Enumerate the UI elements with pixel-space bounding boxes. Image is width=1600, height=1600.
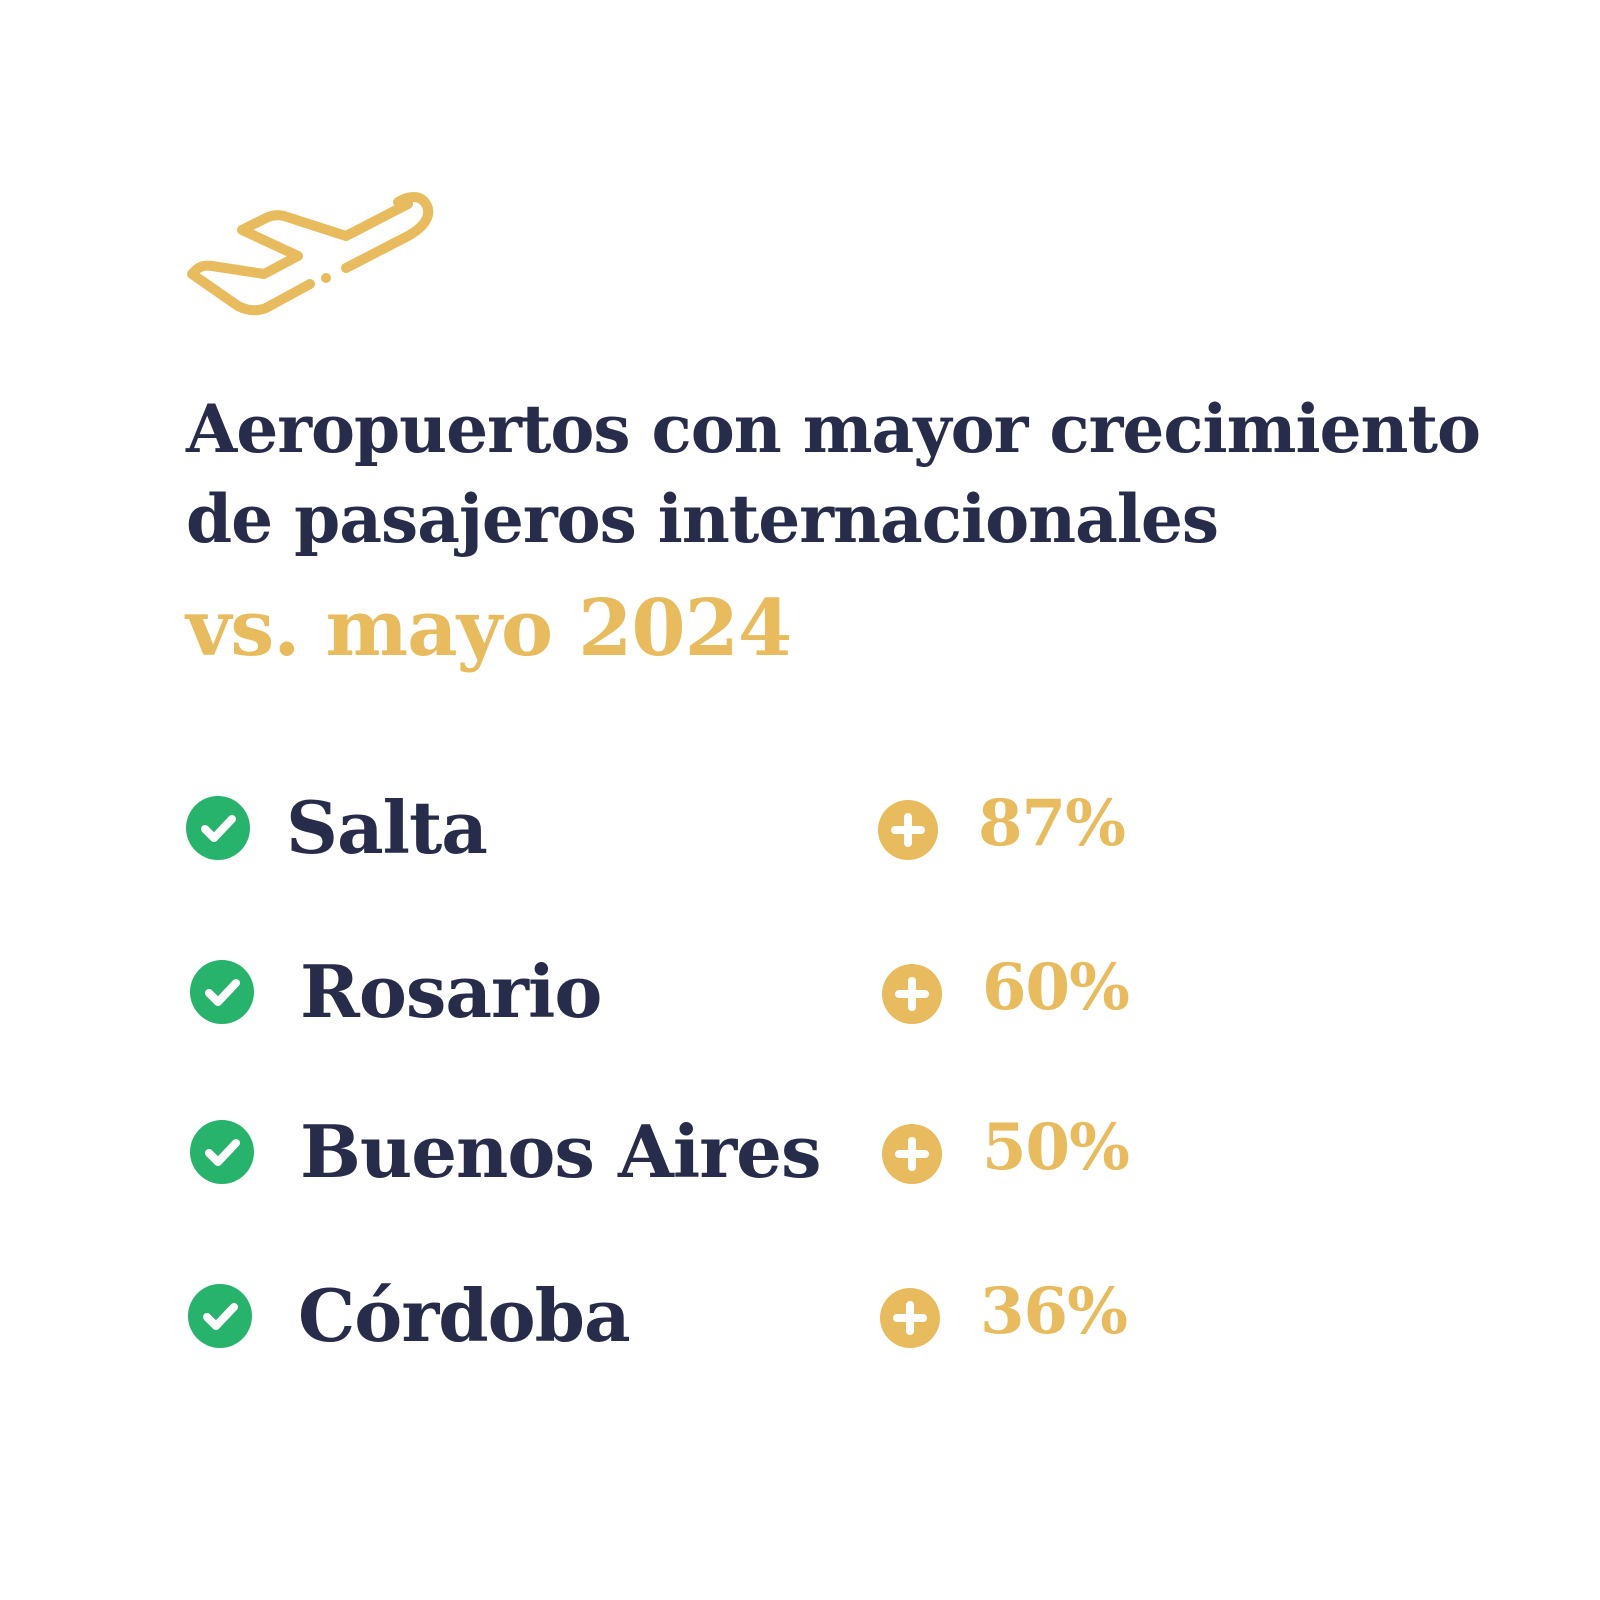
airport-name: Salta <box>286 785 488 870</box>
title-line-1: Aeropuertos con mayor crecimiento <box>186 390 1481 468</box>
growth-value: 50% <box>982 1110 1130 1185</box>
airport-name: Buenos Aires <box>300 1109 821 1194</box>
check-circle-icon <box>188 1284 252 1348</box>
list-item: Salta 87% <box>186 785 1186 870</box>
list-item: Buenos Aires 50% <box>186 1109 1186 1194</box>
growth-value: 36% <box>980 1274 1128 1349</box>
growth-value: 87% <box>978 786 1126 861</box>
check-circle-icon <box>186 796 250 860</box>
plus-circle-icon <box>880 1288 940 1348</box>
list-item: Córdoba 36% <box>186 1273 1186 1358</box>
plus-circle-icon <box>878 800 938 860</box>
page-title: Aeropuertos con mayor crecimiento de pas… <box>186 384 1566 564</box>
list-item: Rosario 60% <box>186 949 1186 1034</box>
title-line-2: de pasajeros internacionales <box>186 480 1219 558</box>
plus-circle-icon <box>882 1124 942 1184</box>
growth-value: 60% <box>982 950 1130 1025</box>
airport-name: Rosario <box>300 949 602 1034</box>
page-subtitle: vs. mayo 2024 <box>186 583 792 674</box>
check-circle-icon <box>190 960 254 1024</box>
check-circle-icon <box>190 1120 254 1184</box>
plus-circle-icon <box>882 964 942 1024</box>
airplane-takeoff-icon <box>187 192 434 316</box>
airport-name: Córdoba <box>298 1273 631 1358</box>
